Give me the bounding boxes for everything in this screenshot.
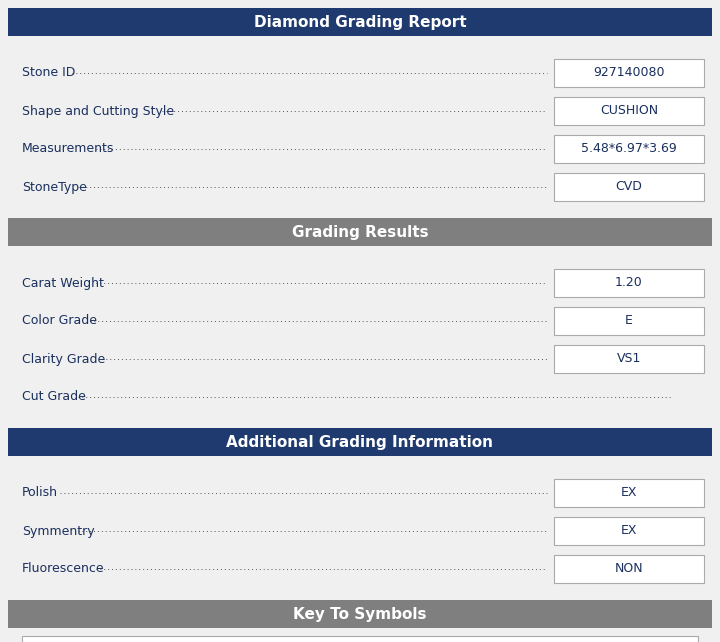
Bar	[554, 270, 704, 297]
Text: Clarity Grade: Clarity Grade	[22, 352, 105, 365]
Bar	[8, 428, 712, 456]
Bar	[554, 173, 704, 201]
Text: Grading Results: Grading Results	[292, 225, 428, 239]
Text: NON: NON	[615, 562, 643, 575]
Bar	[554, 517, 704, 544]
Bar	[554, 98, 704, 125]
Text: Measurements: Measurements	[22, 143, 114, 155]
Text: Stone ID: Stone ID	[22, 67, 76, 80]
Bar	[8, 218, 712, 246]
Bar	[554, 59, 704, 87]
Bar	[8, 8, 712, 36]
Bar	[554, 555, 704, 583]
Bar	[8, 600, 712, 628]
Text: Cut Grade: Cut Grade	[22, 390, 86, 404]
Text: Color Grade: Color Grade	[22, 315, 97, 327]
Text: Key To Symbols: Key To Symbols	[293, 607, 427, 621]
Text: VS1: VS1	[617, 352, 642, 365]
Text: 5.48*6.97*3.69: 5.48*6.97*3.69	[581, 143, 677, 155]
Bar	[554, 308, 704, 334]
Text: Fluorescence: Fluorescence	[22, 562, 104, 575]
Text: 1.20: 1.20	[615, 277, 643, 290]
Text: Shape and Cutting Style: Shape and Cutting Style	[22, 105, 174, 117]
Text: Carat Weight: Carat Weight	[22, 277, 104, 290]
Bar	[554, 480, 704, 507]
Text: EX: EX	[621, 525, 637, 537]
Text: Additional Grading Information: Additional Grading Information	[227, 435, 493, 449]
Text: Polish: Polish	[22, 487, 58, 499]
Text: CVD: CVD	[616, 180, 642, 193]
Text: 927140080: 927140080	[593, 67, 665, 80]
Bar	[554, 135, 704, 162]
Text: CUSHION: CUSHION	[600, 105, 658, 117]
Text: EX: EX	[621, 487, 637, 499]
Text: Symmentry: Symmentry	[22, 525, 94, 537]
Text: E: E	[625, 315, 633, 327]
Bar	[22, 636, 698, 642]
Bar	[554, 345, 704, 372]
Text: StoneType: StoneType	[22, 180, 87, 193]
Text: Diamond Grading Report: Diamond Grading Report	[253, 15, 467, 30]
